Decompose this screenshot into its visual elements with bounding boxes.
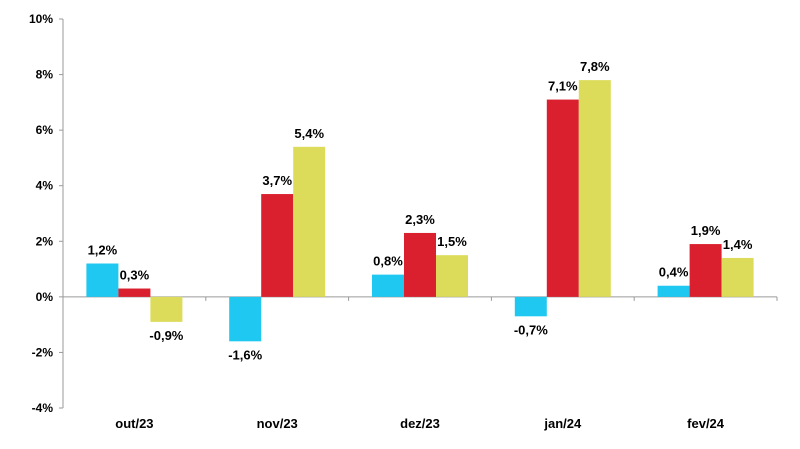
bar-3 bbox=[721, 257, 754, 297]
bar-3 bbox=[150, 296, 183, 322]
bar-value-label: 7,8% bbox=[580, 59, 610, 74]
bar-value-label: 0,3% bbox=[120, 268, 150, 283]
bar-value-label: -0,9% bbox=[149, 328, 183, 343]
bar-2 bbox=[404, 232, 436, 297]
bar-2 bbox=[261, 194, 294, 297]
bar-2 bbox=[546, 99, 579, 297]
bars bbox=[86, 80, 754, 342]
bar-1 bbox=[229, 296, 262, 342]
bar-value-label: 1,9% bbox=[691, 223, 721, 238]
bar-1 bbox=[657, 285, 690, 297]
axes: -4% -2% 0% 2% 4% 6% 8% 10% out/23 nov/23 dez/23 jan… bbox=[29, 12, 778, 431]
bar-2 bbox=[689, 244, 722, 297]
y-tick-label: 10% bbox=[29, 12, 53, 26]
bar-3 bbox=[578, 80, 611, 297]
y-tick-label: 0% bbox=[36, 290, 54, 304]
bar-value-label: 5,4% bbox=[294, 126, 324, 141]
x-category-label: out/23 bbox=[115, 416, 153, 431]
bar-value-label: 3,7% bbox=[262, 173, 292, 188]
y-tick-label: -4% bbox=[32, 401, 54, 415]
bar-1 bbox=[514, 296, 547, 317]
y-tick-label: -2% bbox=[32, 345, 54, 359]
bar-value-label: 0,4% bbox=[659, 265, 689, 280]
bar-value-label: 7,1% bbox=[548, 79, 578, 94]
bar-3 bbox=[293, 146, 326, 297]
y-tick-label: 4% bbox=[36, 179, 54, 193]
x-category-label: nov/23 bbox=[257, 416, 298, 431]
x-category-label: fev/24 bbox=[687, 416, 725, 431]
bar-value-label: 1,2% bbox=[88, 243, 118, 258]
data-labels: 1,2%0,3% -0,9% -1,6% 3,7% 5,4% 0,8% 2,3%1,5% -0… bbox=[88, 59, 753, 362]
bar-value-label: 1,4% bbox=[723, 237, 753, 252]
y-tick-label: 6% bbox=[36, 123, 54, 137]
y-tick-label: 2% bbox=[36, 234, 54, 248]
x-category-label: jan/24 bbox=[543, 416, 582, 431]
bar-value-label: -0,7% bbox=[514, 322, 548, 337]
bar-1 bbox=[372, 274, 404, 297]
y-tick-label: 8% bbox=[36, 68, 54, 82]
bar-value-label: 1,5% bbox=[437, 234, 467, 249]
bar-3 bbox=[436, 255, 468, 297]
bar-value-label: 2,3% bbox=[405, 212, 435, 227]
bar-2 bbox=[118, 288, 151, 297]
x-category-label: dez/23 bbox=[400, 416, 440, 431]
bar-value-label: -1,6% bbox=[228, 347, 262, 362]
bar-value-label: 0,8% bbox=[373, 254, 403, 269]
bar-1 bbox=[86, 263, 119, 297]
